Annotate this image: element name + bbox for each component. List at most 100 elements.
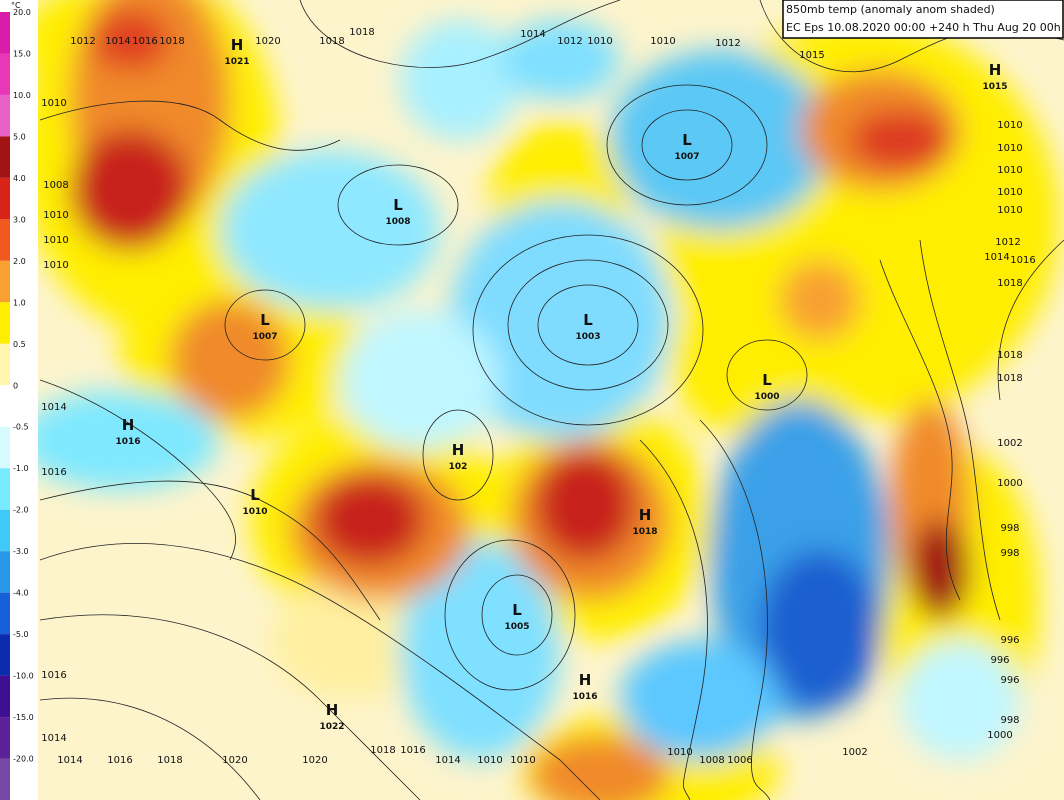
pressure-value: 1005 [504, 622, 529, 632]
legend-label: 20.0 [13, 8, 31, 17]
legend-label: 5.0 [13, 132, 26, 141]
legend-swatch [0, 302, 10, 344]
pressure-letter: L [682, 131, 692, 149]
legend-swatch [0, 343, 10, 386]
pressure-letter: H [639, 506, 652, 524]
pressure-value: 1016 [572, 692, 597, 702]
isobar-label: 1014 [984, 252, 1009, 263]
legend-label: 2.0 [13, 257, 26, 266]
legend-label: -4.0 [13, 589, 29, 598]
pressure-value: 1021 [224, 57, 249, 67]
legend-swatch [0, 717, 10, 759]
legend-swatch [0, 758, 10, 800]
anomaly-area [450, 200, 670, 440]
pressure-value: 1022 [319, 722, 344, 732]
pressure-letter: H [989, 61, 1002, 79]
anomaly-area [760, 550, 880, 710]
pressure-letter: H [452, 441, 465, 459]
pressure-letter: L [250, 486, 260, 504]
isobar-label: 996 [1000, 675, 1019, 686]
map-labels: H 1021 L 1008 L 1007 L 1003 L 1007 L 1000 H 1016 H 102 L… [41, 27, 1035, 766]
legend-label: -20.0 [13, 755, 34, 764]
pressure-letter: L [260, 311, 270, 329]
isobar-label: 1018 [349, 27, 374, 38]
isobar-label: 1014 [57, 755, 82, 766]
pressure-value: 1003 [575, 332, 600, 342]
legend-label: -3.0 [13, 547, 29, 556]
isobar-label: 1010 [667, 747, 692, 758]
anomaly-area [500, 20, 620, 100]
pressure-letter: L [762, 371, 772, 389]
pressure-letter: H [326, 701, 339, 719]
isobar-label: 1010 [587, 36, 612, 47]
isobar-label: 1010 [43, 235, 68, 246]
isobar-label: 1012 [557, 36, 582, 47]
legend-label: 10.0 [13, 91, 31, 100]
isobar-label: 1010 [997, 205, 1022, 216]
isobar-label: 1014 [41, 733, 66, 744]
isobar-label: 1008 [43, 180, 68, 191]
legend-label: 4.0 [13, 174, 26, 183]
legend-swatch [0, 94, 10, 137]
anomaly-area [910, 520, 970, 620]
legend-swatch [0, 136, 10, 178]
legend-label: 0.5 [13, 340, 26, 349]
pressure-value: 1015 [982, 82, 1007, 92]
isobar-label: 1016 [41, 670, 66, 681]
pressure-letter: L [512, 601, 522, 619]
color-legend: °C 20.0 15.0 10.0 5.0 4.0 3.0 2.0 1.0 0.5 0 -0.5 -1… [0, 0, 38, 800]
isobar-label: 1010 [477, 755, 502, 766]
legend-swatch [0, 675, 10, 718]
anomaly-area [535, 450, 635, 560]
isobar-label: 998 [1000, 715, 1019, 726]
anomaly-area [270, 580, 430, 700]
title-box [782, 0, 1064, 39]
legend-swatch [0, 468, 10, 510]
pressure-value: 1000 [754, 392, 779, 402]
anomaly-area [530, 735, 670, 800]
pressure-value: 1008 [385, 217, 410, 227]
isobar-label: 1018 [997, 350, 1022, 361]
anomaly-area [850, 110, 950, 170]
anomaly-area [70, 130, 190, 250]
anomaly-area [900, 640, 1020, 760]
legend-swatch [0, 509, 10, 552]
isobar-label: 1014 [520, 29, 545, 40]
legend-unit: °C [11, 1, 21, 10]
isobar-label: 1018 [997, 373, 1022, 384]
isobar-label: 1014 [41, 402, 66, 413]
isobar-label: 1000 [997, 478, 1022, 489]
isobar-label: 1010 [43, 260, 68, 271]
legend-swatch [0, 634, 10, 676]
legend-swatch [0, 177, 10, 220]
legend-swatch [0, 53, 10, 95]
pressure-letter: H [579, 671, 592, 689]
anomaly-area [400, 20, 520, 140]
isobar-label: 1006 [727, 755, 752, 766]
isobar-label: 996 [1000, 635, 1019, 646]
legend-label: 15.0 [13, 49, 31, 58]
legend-swatch [0, 260, 10, 303]
pressure-letter: L [583, 311, 593, 329]
isobar-label: 1010 [997, 187, 1022, 198]
isobar-label: 1000 [987, 730, 1012, 741]
pressure-value: 1010 [242, 507, 267, 517]
isobar-label: 998 [1000, 548, 1019, 559]
isobar-label: 1020 [302, 755, 327, 766]
isobar-label: 998 [1000, 523, 1019, 534]
isobar-label: 1010 [510, 755, 535, 766]
isobar-label: 1002 [997, 438, 1022, 449]
isobar-label: 1018 [997, 278, 1022, 289]
isobar-label: 1018 [159, 36, 184, 47]
legend-label: 0 [13, 381, 18, 390]
legend-label: -15.0 [13, 713, 34, 722]
pressure-letter: H [122, 416, 135, 434]
legend-swatch [0, 551, 10, 593]
isobar-label: 1014 [105, 36, 130, 47]
isobar-label: 1015 [799, 50, 824, 61]
isobar-label: 1010 [650, 36, 675, 47]
isobar-label: 1018 [370, 745, 395, 756]
subtitle: EC Eps 10.08.2020 00:00 +240 h Thu Aug 2… [786, 21, 1061, 34]
isobar-label: 1020 [255, 36, 280, 47]
